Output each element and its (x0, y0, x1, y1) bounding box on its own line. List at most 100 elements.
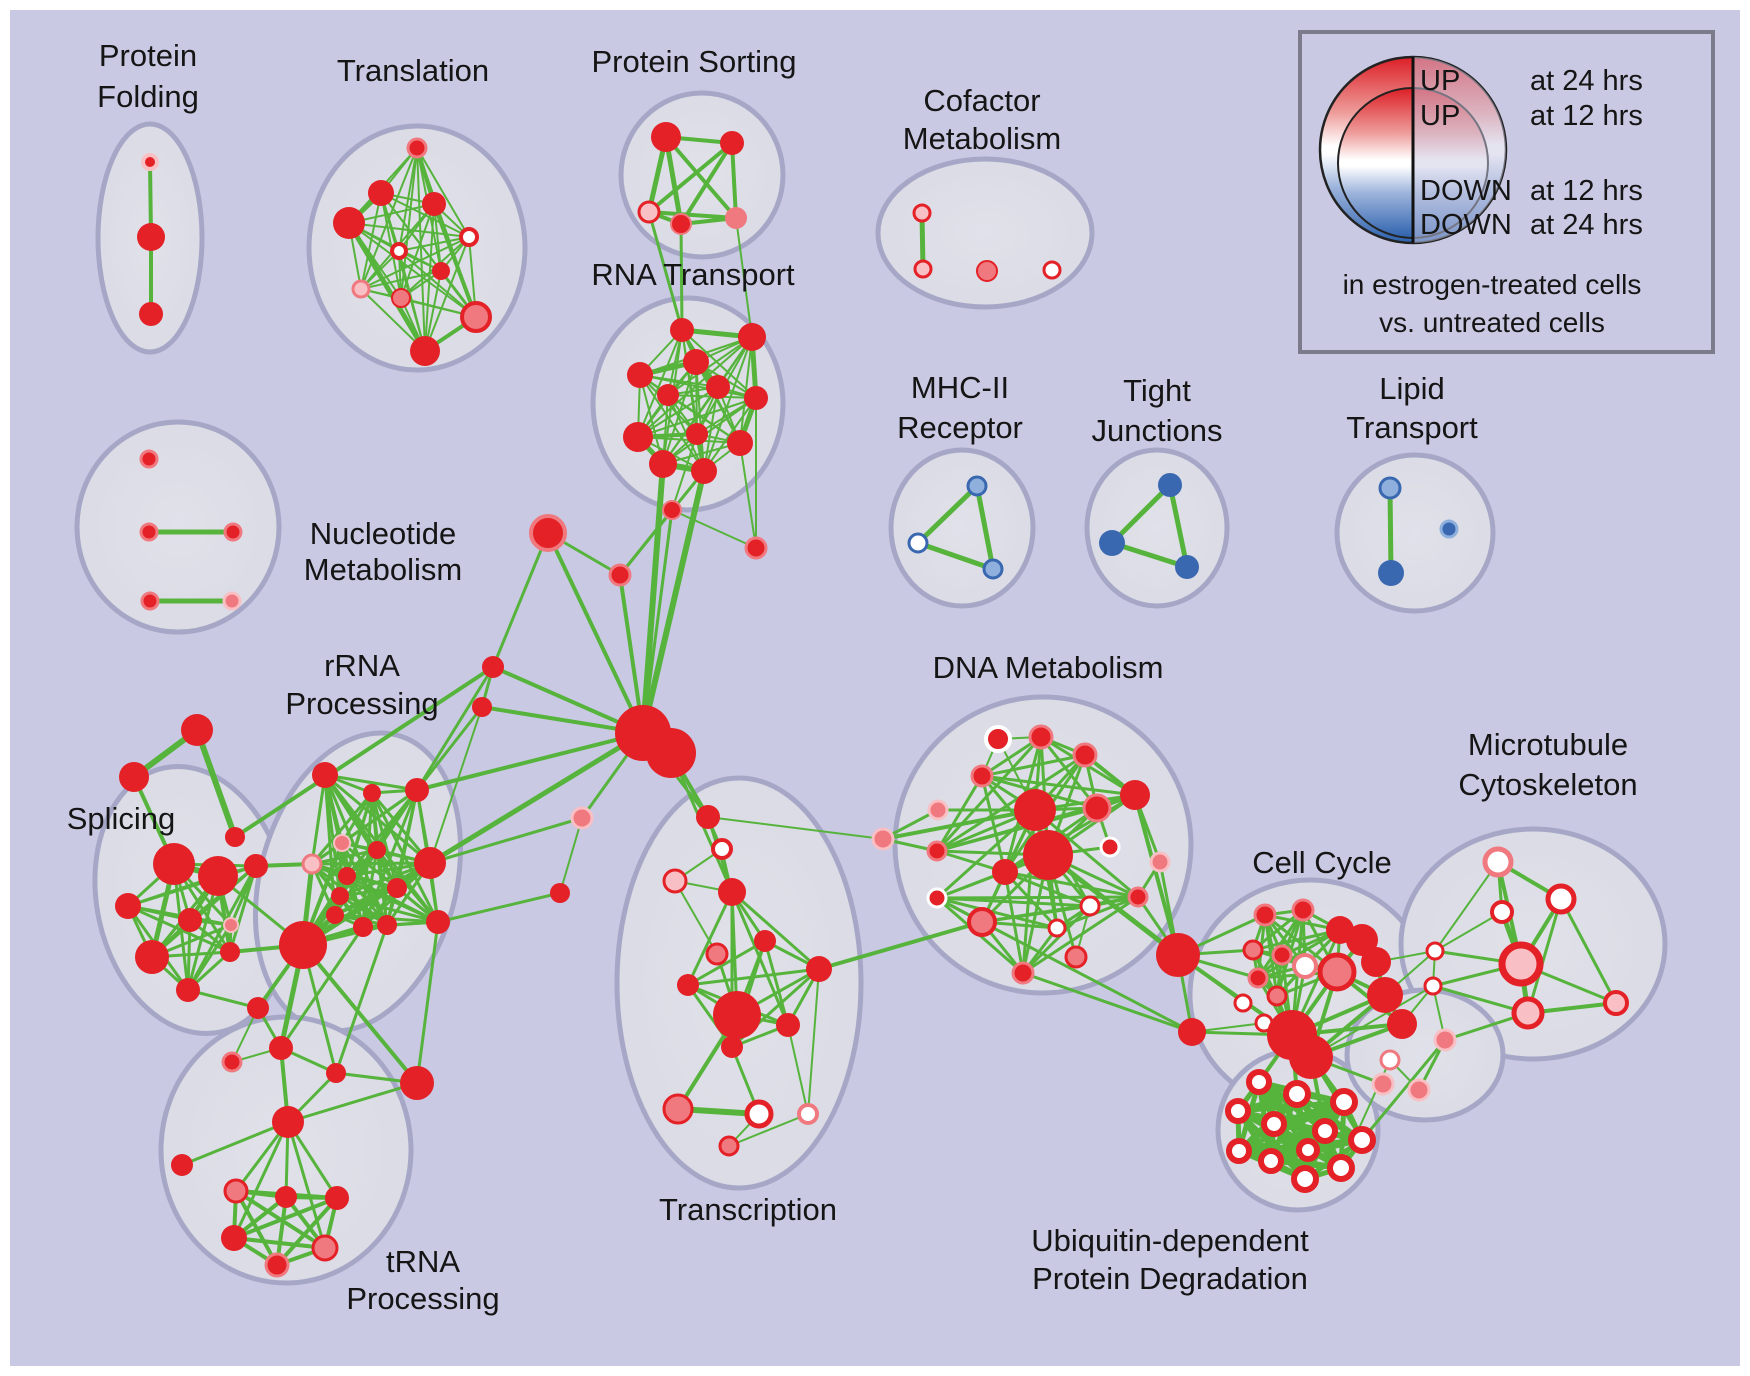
gene-node[interactable] (1425, 941, 1445, 961)
gene-node[interactable] (662, 1093, 694, 1125)
gene-node[interactable] (181, 714, 213, 746)
gene-node[interactable] (776, 1013, 800, 1037)
gene-node[interactable] (1603, 990, 1629, 1016)
gene-node[interactable] (1064, 945, 1088, 969)
gene-node[interactable] (171, 1154, 193, 1176)
gene-node[interactable] (225, 827, 245, 847)
gene-node[interactable] (1439, 519, 1459, 539)
gene-node[interactable] (178, 908, 202, 932)
gene-node[interactable] (247, 997, 269, 1019)
gene-node[interactable] (353, 917, 373, 937)
gene-node[interactable] (472, 697, 492, 717)
gene-node[interactable] (368, 180, 394, 206)
gene-node[interactable] (119, 762, 149, 792)
gene-node[interactable] (744, 1099, 774, 1129)
gene-node[interactable] (1387, 1009, 1417, 1039)
gene-node[interactable] (967, 907, 997, 937)
gene-node[interactable] (691, 458, 717, 484)
gene-node[interactable] (312, 762, 338, 788)
gene-node[interactable] (926, 887, 948, 909)
gene-node[interactable] (1149, 851, 1171, 873)
gene-node[interactable] (351, 279, 371, 299)
gene-node[interactable] (1158, 473, 1182, 497)
gene-node[interactable] (1511, 996, 1545, 1030)
gene-node[interactable] (1289, 1035, 1333, 1079)
gene-node[interactable] (137, 223, 165, 251)
gene-node[interactable] (1253, 903, 1277, 927)
gene-node[interactable] (377, 915, 397, 935)
gene-node[interactable] (976, 260, 998, 282)
gene-node[interactable] (390, 242, 408, 260)
gene-node[interactable] (140, 591, 160, 611)
gene-node[interactable] (806, 956, 832, 982)
gene-node[interactable] (1378, 560, 1404, 586)
gene-node[interactable] (912, 203, 932, 223)
gene-node[interactable] (1156, 933, 1200, 977)
gene-node[interactable] (529, 514, 567, 552)
gene-node[interactable] (1367, 977, 1403, 1013)
gene-node[interactable] (139, 302, 163, 326)
gene-node[interactable] (432, 262, 450, 280)
gene-node[interactable] (1011, 961, 1035, 985)
gene-node[interactable] (325, 1186, 349, 1210)
gene-node[interactable] (984, 725, 1012, 753)
gene-node[interactable] (326, 906, 344, 924)
gene-node[interactable] (410, 336, 440, 366)
gene-node[interactable] (711, 838, 733, 860)
gene-node[interactable] (1079, 895, 1101, 917)
gene-node[interactable] (1099, 530, 1125, 556)
gene-node[interactable] (405, 778, 429, 802)
gene-node[interactable] (1072, 742, 1098, 768)
gene-node[interactable] (338, 867, 356, 885)
gene-node[interactable] (608, 563, 632, 587)
gene-node[interactable] (649, 450, 677, 478)
gene-node[interactable] (414, 847, 446, 879)
gene-node[interactable] (1498, 941, 1544, 987)
gene-node[interactable] (135, 940, 169, 974)
gene-node[interactable] (657, 384, 679, 406)
gene-node[interactable] (1233, 993, 1253, 1013)
gene-node[interactable] (426, 910, 450, 934)
gene-node[interactable] (705, 942, 729, 966)
gene-node[interactable] (1014, 789, 1056, 831)
gene-node[interactable] (391, 288, 411, 308)
gene-node[interactable] (275, 1186, 297, 1208)
gene-node[interactable] (141, 153, 159, 171)
gene-node[interactable] (1082, 793, 1112, 823)
gene-node[interactable] (754, 930, 776, 952)
gene-node[interactable] (706, 375, 730, 399)
gene-node[interactable] (1258, 1148, 1284, 1174)
gene-node[interactable] (1242, 939, 1264, 961)
gene-node[interactable] (992, 859, 1018, 885)
gene-node[interactable] (220, 942, 240, 962)
gene-node[interactable] (1028, 724, 1054, 750)
gene-node[interactable] (1283, 1080, 1311, 1108)
gene-node[interactable] (139, 522, 159, 542)
gene-node[interactable] (1127, 886, 1149, 908)
gene-node[interactable] (269, 1036, 293, 1060)
gene-node[interactable] (570, 806, 594, 830)
gene-node[interactable] (662, 868, 688, 894)
gene-node[interactable] (311, 1234, 339, 1262)
gene-node[interactable] (333, 207, 365, 239)
gene-node[interactable] (1120, 780, 1150, 810)
gene-node[interactable] (363, 784, 381, 802)
gene-node[interactable] (1266, 985, 1288, 1007)
gene-node[interactable] (686, 423, 708, 445)
gene-node[interactable] (1407, 1078, 1431, 1102)
gene-node[interactable] (637, 200, 661, 224)
gene-node[interactable] (670, 213, 692, 235)
gene-node[interactable] (713, 991, 761, 1039)
gene-node[interactable] (623, 422, 653, 452)
gene-node[interactable] (1378, 476, 1402, 500)
gene-node[interactable] (696, 805, 720, 829)
gene-node[interactable] (720, 131, 744, 155)
gene-node[interactable] (223, 917, 239, 933)
gene-node[interactable] (1371, 1072, 1395, 1096)
gene-node[interactable] (333, 834, 351, 852)
gene-node[interactable] (153, 843, 195, 885)
gene-node[interactable] (1482, 846, 1514, 878)
gene-node[interactable] (223, 1178, 249, 1204)
gene-node[interactable] (1433, 1028, 1457, 1052)
gene-node[interactable] (550, 883, 570, 903)
